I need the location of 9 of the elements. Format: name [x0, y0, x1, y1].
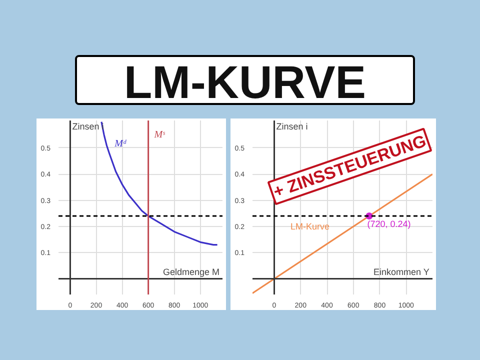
series-label: Mᵈ [114, 138, 127, 150]
series-label: LM-Kurve [290, 222, 330, 232]
y-axis-title: Zinsen i [72, 122, 104, 132]
ref-line-label: Mˢ [153, 130, 166, 140]
x-axis-title: Geldmenge M [162, 266, 220, 277]
chart-title: LM-KURVE [124, 56, 366, 108]
y-axis-title: Zinsen i [276, 122, 308, 132]
x-axis-title: Einkommen Y [373, 266, 430, 277]
data-label: (720, 0.24) [367, 219, 411, 230]
